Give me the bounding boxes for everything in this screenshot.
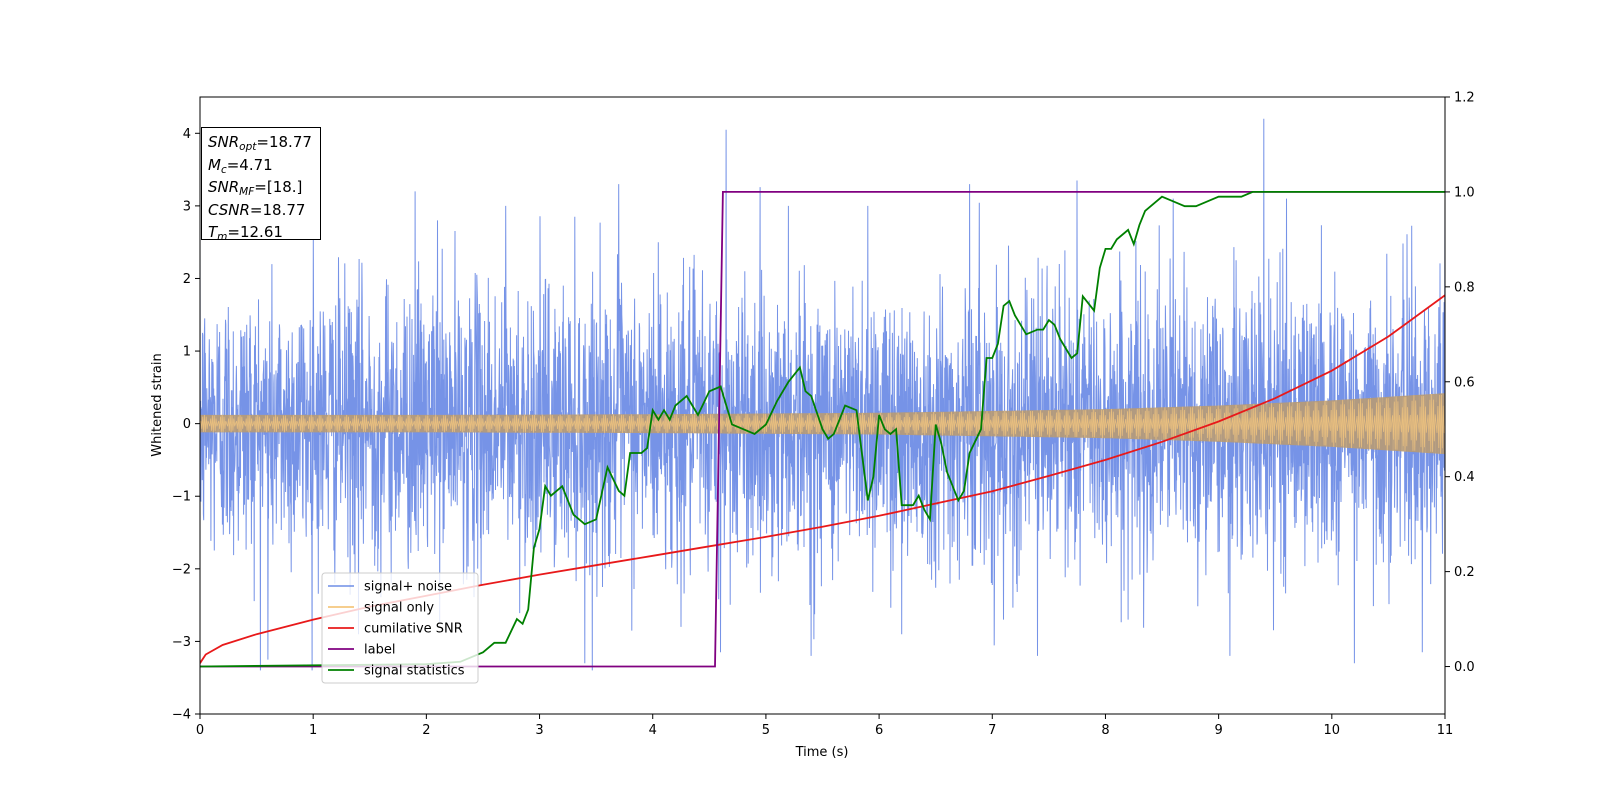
x-tick-label: 3	[535, 723, 543, 738]
plot-frame	[199, 96, 1446, 715]
x-tick-label: 2	[422, 723, 430, 738]
y-tick-label: −2	[172, 562, 191, 577]
legend-label: signal+ noise	[364, 580, 452, 595]
annotation-tm: Tm=12.61	[208, 223, 283, 243]
y2-tick-label: 0.6	[1454, 375, 1475, 390]
legend-label: signal only	[364, 601, 434, 616]
y2-tick-label: 0.0	[1454, 660, 1475, 675]
x-tick-label: 0	[196, 723, 204, 738]
annotation-mc: Mc=4.71	[208, 155, 273, 176]
legend: signal+ noise signal only cumilative SNR la…	[321, 572, 479, 684]
y2-tick-label: 0.8	[1454, 280, 1475, 295]
y-tick-label: 2	[183, 272, 191, 287]
x-tick-label: 4	[649, 723, 657, 738]
series-line-cumulative-snr	[200, 294, 1445, 664]
legend-label: cumilative SNR	[364, 622, 463, 637]
x-tick-label: 11	[1437, 723, 1454, 738]
annotation-snr-opt: SNRopt=18.77	[208, 133, 312, 153]
stats-annotation-box: SNRopt=18.77 Mc=4.71 SNRMF=[18.] CSNR=18…	[201, 127, 321, 243]
y-axis-label: Whitened strain	[150, 353, 165, 456]
y2-tick-label: 0.4	[1454, 470, 1475, 485]
y-tick-label: 3	[183, 199, 191, 214]
y-tick-label: 0	[183, 417, 191, 432]
y-tick-label: −4	[172, 708, 191, 723]
x-tick-label: 7	[988, 723, 996, 738]
x-tick-label: 1	[309, 723, 317, 738]
y-tick-label: −1	[172, 490, 191, 505]
series-line-signal-only	[200, 393, 1445, 454]
legend-label: signal statistics	[364, 664, 465, 679]
x-tick-label: 6	[875, 723, 883, 738]
y-tick-label: 1	[183, 345, 191, 360]
x-tick-label: 10	[1324, 723, 1341, 738]
x-tick-label: 9	[1214, 723, 1222, 738]
annotation-snr-mf: SNRMF=[18.]	[208, 178, 303, 198]
y-tick-label: 4	[183, 127, 191, 142]
x-tick-label: 8	[1101, 723, 1109, 738]
y2-tick-label: 0.2	[1454, 565, 1475, 580]
legend-box	[321, 572, 479, 684]
annotation-csnr: CSNR=18.77	[208, 200, 306, 219]
series-line-signal-noise	[200, 118, 1445, 671]
y2-tick-label: 1.2	[1454, 91, 1475, 106]
legend-label: label	[364, 643, 395, 658]
series-line-signal-statistics	[200, 191, 1445, 668]
x-axis-label: Time (s)	[795, 745, 849, 760]
y2-tick-label: 1.0	[1454, 185, 1475, 200]
x-tick-label: 5	[762, 723, 770, 738]
y-tick-label: −3	[172, 635, 191, 650]
